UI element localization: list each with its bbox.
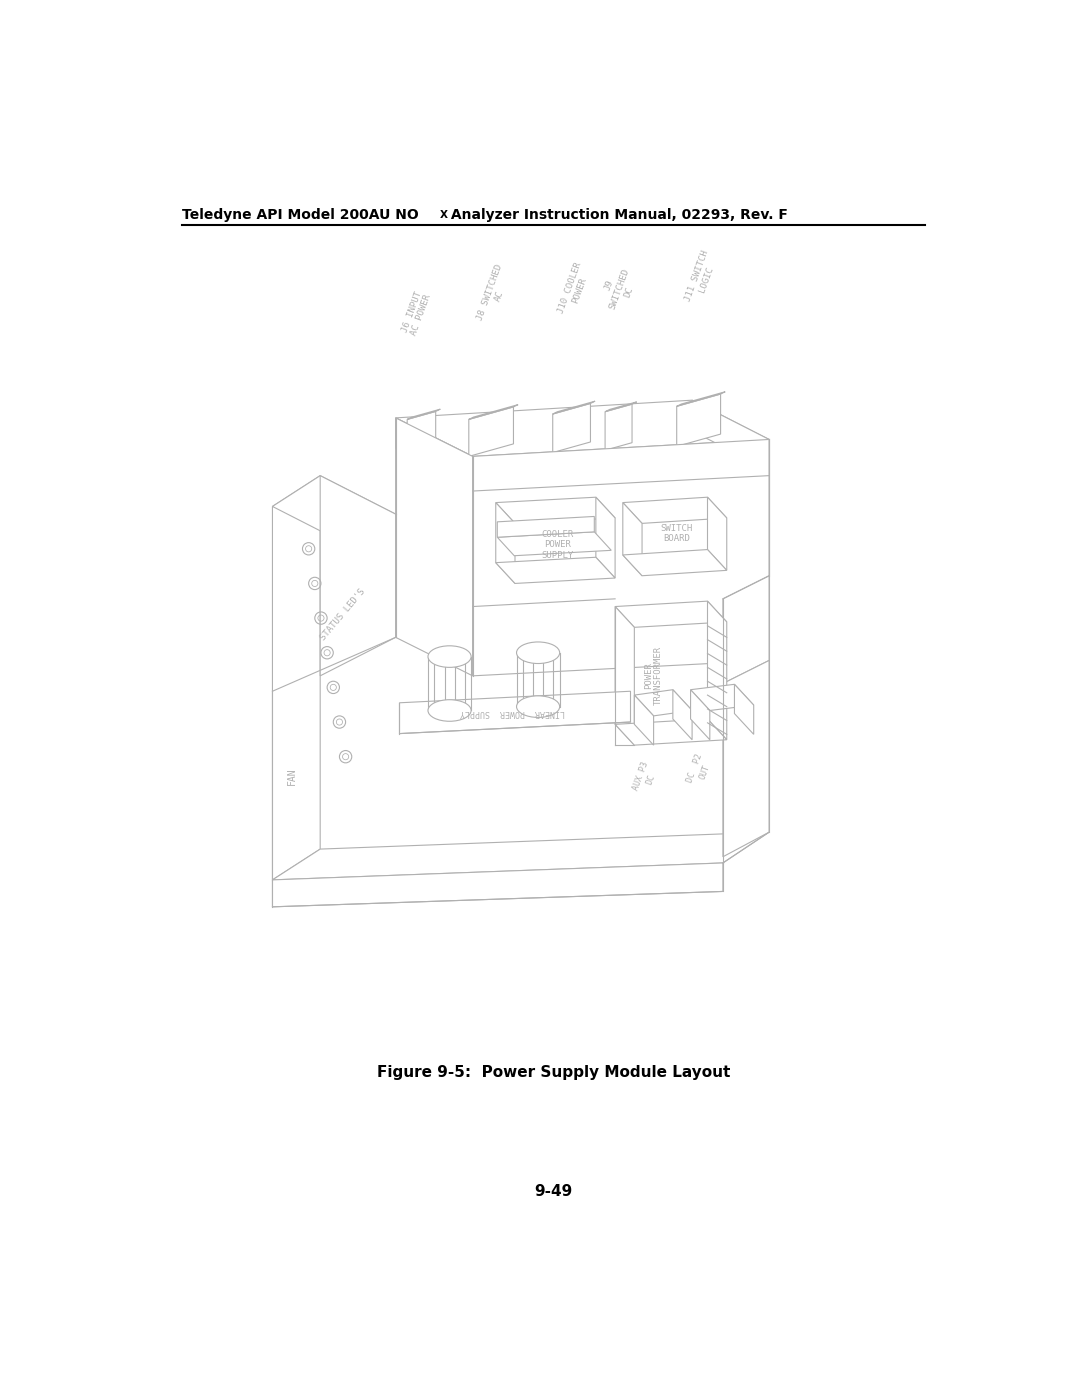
- Polygon shape: [469, 407, 513, 457]
- Polygon shape: [623, 503, 642, 576]
- Polygon shape: [497, 517, 594, 538]
- Polygon shape: [616, 606, 634, 745]
- Polygon shape: [272, 475, 320, 880]
- Text: Analyzer Instruction Manual, 02293, Rev. F: Analyzer Instruction Manual, 02293, Rev.…: [446, 208, 787, 222]
- Polygon shape: [395, 400, 769, 457]
- Polygon shape: [623, 549, 727, 576]
- Text: STATUS LED'S: STATUS LED'S: [319, 587, 367, 641]
- Polygon shape: [707, 497, 727, 570]
- Polygon shape: [395, 418, 473, 676]
- Ellipse shape: [516, 696, 559, 718]
- Text: J10 COOLER
POWER: J10 COOLER POWER: [556, 261, 593, 317]
- Polygon shape: [707, 601, 727, 740]
- Text: LINEAR  POWER  SUPPLY: LINEAR POWER SUPPLY: [460, 708, 565, 717]
- Text: J8 SWITCHED
AC: J8 SWITCHED AC: [475, 263, 513, 326]
- Polygon shape: [272, 833, 769, 880]
- Polygon shape: [400, 692, 631, 733]
- Polygon shape: [634, 690, 692, 715]
- Polygon shape: [723, 661, 769, 856]
- Polygon shape: [553, 401, 595, 414]
- Polygon shape: [596, 497, 616, 578]
- Polygon shape: [496, 497, 616, 524]
- Text: J9
SWITCHED
DC: J9 SWITCHED DC: [597, 264, 640, 314]
- Polygon shape: [272, 863, 723, 907]
- Polygon shape: [673, 690, 692, 740]
- Polygon shape: [677, 391, 725, 407]
- Polygon shape: [496, 557, 616, 584]
- Polygon shape: [677, 394, 720, 447]
- Polygon shape: [690, 685, 754, 711]
- Polygon shape: [469, 405, 518, 419]
- Ellipse shape: [428, 645, 471, 668]
- Polygon shape: [616, 719, 727, 745]
- Ellipse shape: [516, 643, 559, 664]
- Polygon shape: [692, 400, 769, 471]
- Text: X: X: [440, 210, 447, 219]
- Text: AUX P3
DC: AUX P3 DC: [632, 760, 660, 795]
- Polygon shape: [623, 497, 727, 524]
- Text: POWER
TRANSFORMER: POWER TRANSFORMER: [644, 647, 663, 705]
- Text: DC  P2
OUT: DC P2 OUT: [686, 753, 714, 788]
- Text: FAN: FAN: [286, 767, 297, 785]
- Polygon shape: [473, 440, 769, 676]
- Ellipse shape: [428, 700, 471, 721]
- Polygon shape: [407, 412, 435, 457]
- Text: Figure 9-5:  Power Supply Module Layout: Figure 9-5: Power Supply Module Layout: [377, 1065, 730, 1080]
- Text: J11 SWITCH
LOGIC: J11 SWITCH LOGIC: [683, 249, 719, 306]
- Polygon shape: [553, 404, 591, 453]
- Text: COOLER
POWER
SUPPLY: COOLER POWER SUPPLY: [541, 529, 573, 560]
- Text: Teledyne API Model 200AU NO: Teledyne API Model 200AU NO: [181, 208, 418, 222]
- Polygon shape: [320, 475, 395, 676]
- Polygon shape: [634, 696, 653, 745]
- Text: 9-49: 9-49: [535, 1185, 572, 1199]
- Polygon shape: [605, 402, 636, 412]
- Polygon shape: [407, 409, 441, 419]
- Text: J6 INPUT
AC POWER: J6 INPUT AC POWER: [400, 291, 433, 337]
- Polygon shape: [605, 404, 632, 450]
- Polygon shape: [734, 685, 754, 735]
- Polygon shape: [723, 576, 769, 683]
- Polygon shape: [272, 475, 395, 545]
- Polygon shape: [690, 690, 710, 740]
- Polygon shape: [497, 532, 611, 556]
- Polygon shape: [395, 418, 473, 488]
- Polygon shape: [496, 503, 515, 584]
- Text: SWITCH
BOARD: SWITCH BOARD: [661, 524, 693, 543]
- Polygon shape: [616, 601, 727, 627]
